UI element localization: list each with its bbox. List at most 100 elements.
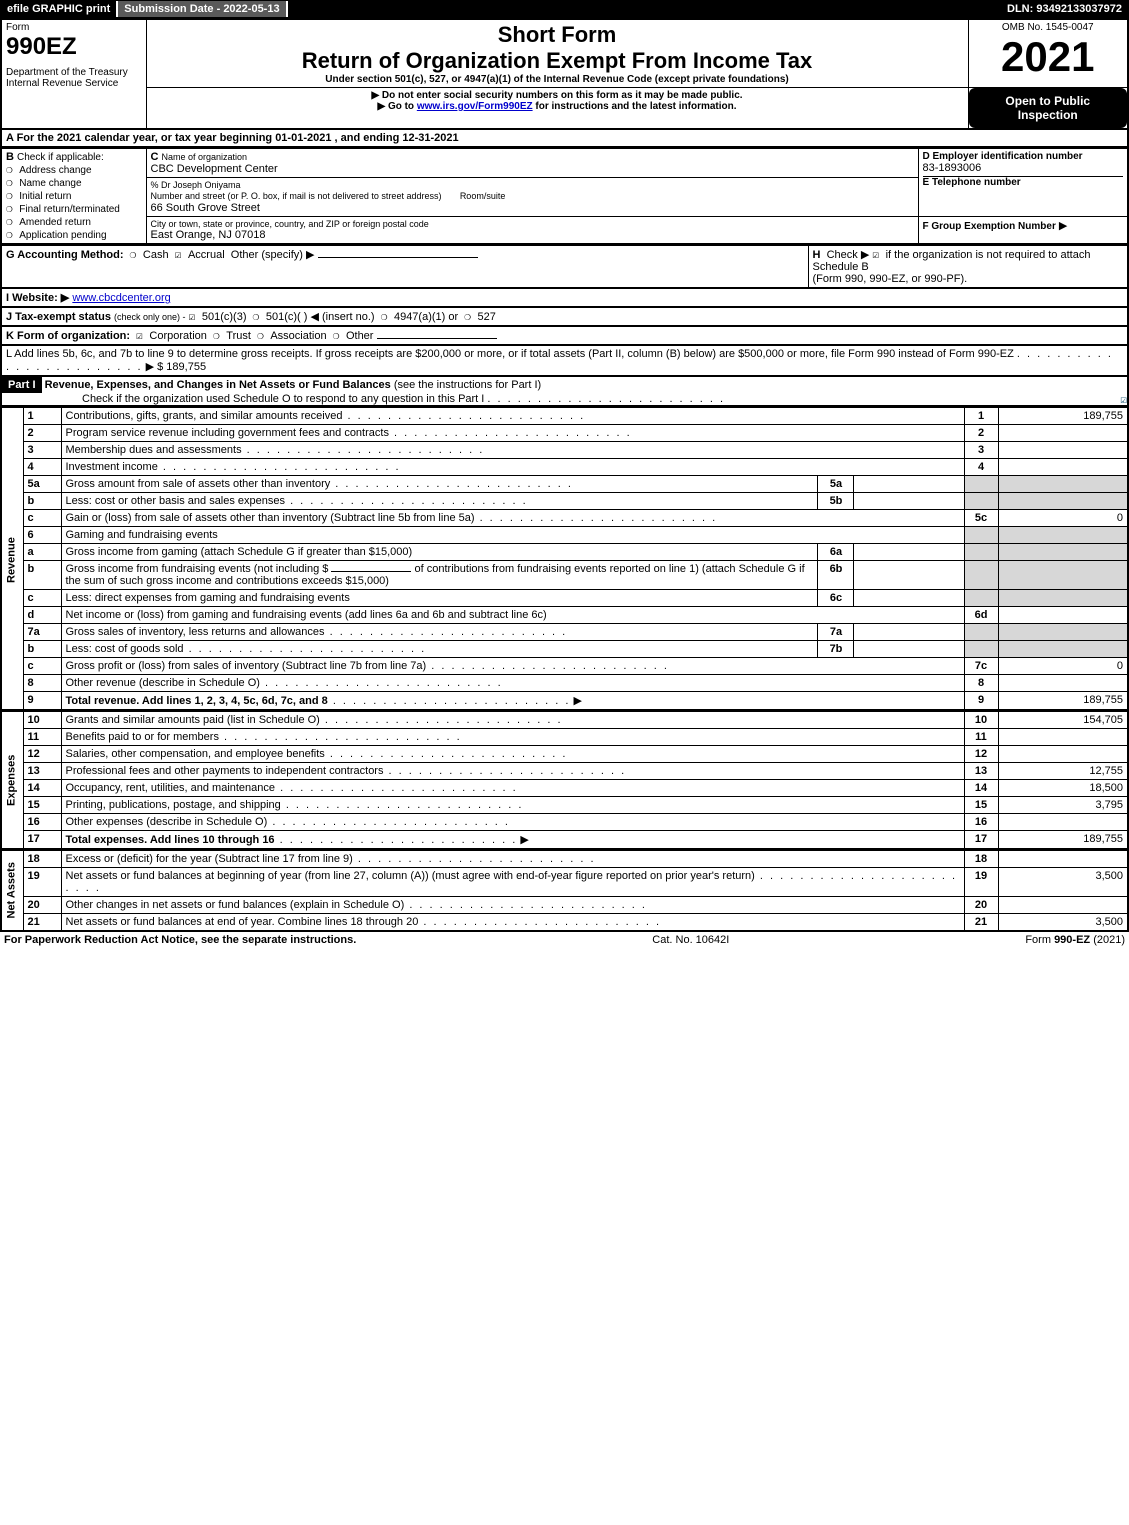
org-name: CBC Development Center (151, 163, 278, 175)
ln8-desc: Other revenue (describe in Schedule O) (66, 677, 260, 689)
ln4-val (998, 459, 1128, 476)
ln14-desc: Occupancy, rent, utilities, and maintena… (66, 782, 276, 794)
ln16-val (998, 814, 1128, 831)
ln7c-desc: Gross profit or (loss) from sales of inv… (66, 660, 427, 672)
opt-501c: 501(c)( ) (266, 311, 308, 323)
j-sub: (check only one) - (114, 312, 186, 322)
lines-table: Revenue 1 Contributions, gifts, grants, … (0, 407, 1129, 932)
chk-501c3[interactable]: ☑ (189, 310, 202, 323)
ln6c-num: c (23, 590, 61, 607)
ln6b-amount-input[interactable] (331, 571, 411, 572)
omb: OMB No. 1545-0047 (973, 22, 1124, 33)
chk-address[interactable]: ❍ (6, 163, 19, 176)
chk-527[interactable]: ❍ (464, 310, 477, 323)
ln7c-num: c (23, 658, 61, 675)
ln10-num: 10 (23, 711, 61, 729)
chk-amended[interactable]: ❍ (6, 215, 19, 228)
ln9-desc: Total revenue. Add lines 1, 2, 3, 4, 5c,… (66, 695, 328, 707)
section-d-label: D Employer identification number (923, 151, 1124, 162)
identity-block: B Check if applicable: ❍ Address change … (0, 148, 1129, 245)
footer-left: For Paperwork Reduction Act Notice, see … (4, 934, 356, 946)
chk-schedule-o[interactable]: ☑ (1120, 393, 1127, 406)
open-public: Open to Public Inspection (969, 88, 1128, 128)
ln20-num: 20 (23, 897, 61, 914)
ln8-num: 8 (23, 675, 61, 692)
ln7b-innerval (854, 641, 964, 658)
opt-address: Address change (19, 165, 91, 176)
ln5a-innerval (854, 476, 964, 493)
ln11-box: 11 (964, 729, 998, 746)
chk-accrual[interactable]: ☑ (175, 248, 188, 261)
ln7b-desc: Less: cost of goods sold (66, 643, 184, 655)
ln21-desc: Net assets or fund balances at end of ye… (66, 916, 419, 928)
ln5c-desc: Gain or (loss) from sale of assets other… (66, 512, 475, 524)
opt-accrual: Accrual (188, 249, 225, 261)
topbar: efile GRAPHIC print Submission Date - 20… (0, 0, 1129, 18)
ln6a-desc: Gross income from gaming (attach Schedul… (66, 546, 413, 558)
ln21-box: 21 (964, 914, 998, 932)
chk-name[interactable]: ❍ (6, 176, 19, 189)
title: Return of Organization Exempt From Incom… (151, 48, 964, 74)
other-specify-input[interactable] (318, 257, 478, 258)
ln19-desc: Net assets or fund balances at beginning… (66, 870, 755, 882)
efile-print-btn[interactable]: efile GRAPHIC print (1, 1, 118, 17)
opt-trust: Trust (226, 330, 251, 342)
arrow-icon: ▶ (574, 695, 582, 707)
part1-label: Part I (2, 377, 42, 393)
ln1-box: 1 (964, 408, 998, 425)
section-a: A For the 2021 calendar year, or tax yea… (0, 130, 1129, 148)
section-e-label: E Telephone number (923, 176, 1124, 188)
opt-other: Other (specify) ▶ (231, 249, 315, 261)
link-pre: ▶ Go to (377, 101, 416, 112)
chk-assoc[interactable]: ❍ (257, 329, 270, 342)
opt-pending: Application pending (19, 230, 106, 241)
h-check-arrow: Check ▶ (827, 249, 870, 261)
chk-trust[interactable]: ❍ (213, 329, 226, 342)
section-b-label: B (6, 151, 14, 163)
k-label: K Form of organization: (6, 330, 130, 342)
opt-cash: Cash (143, 249, 169, 261)
grey-cell (964, 476, 998, 493)
other-org-input[interactable] (377, 338, 497, 339)
ln13-box: 13 (964, 763, 998, 780)
ln17-num: 17 (23, 831, 61, 850)
chk-4947[interactable]: ❍ (381, 310, 394, 323)
ln5b-innerval (854, 493, 964, 510)
ln13-desc: Professional fees and other payments to … (66, 765, 384, 777)
chk-final[interactable]: ❍ (6, 202, 19, 215)
instructions-link[interactable]: www.irs.gov/Form990EZ (417, 101, 533, 112)
chk-cash[interactable]: ❍ (130, 248, 143, 261)
ln6c-innerbox: 6c (818, 590, 854, 607)
chk-h[interactable]: ☑ (872, 248, 885, 261)
ein: 83-1893006 (923, 162, 1124, 174)
ln18-desc: Excess or (deficit) for the year (Subtra… (66, 853, 353, 865)
ln6-num: 6 (23, 527, 61, 544)
footer-right-pre: Form (1025, 934, 1054, 946)
dept-treasury: Department of the Treasury (6, 67, 142, 78)
ln11-desc: Benefits paid to or for members (66, 731, 219, 743)
ln6a-num: a (23, 544, 61, 561)
ln5c-box: 5c (964, 510, 998, 527)
ln13-val: 12,755 (998, 763, 1128, 780)
chk-corp[interactable]: ☑ (136, 329, 149, 342)
ln10-box: 10 (964, 711, 998, 729)
ln14-num: 14 (23, 780, 61, 797)
ln12-val (998, 746, 1128, 763)
ln6b-num: b (23, 561, 61, 590)
ln17-val: 189,755 (998, 831, 1128, 850)
ln2-val (998, 425, 1128, 442)
ln15-desc: Printing, publications, postage, and shi… (66, 799, 281, 811)
chk-initial[interactable]: ❍ (6, 189, 19, 202)
ln4-desc: Investment income (66, 461, 158, 473)
chk-pending[interactable]: ❍ (6, 228, 19, 241)
arrow-icon: ▶ (520, 834, 528, 846)
street: 66 South Grove Street (151, 202, 260, 214)
ln3-val (998, 442, 1128, 459)
ln2-num: 2 (23, 425, 61, 442)
l-text: L Add lines 5b, 6c, and 7b to line 9 to … (6, 348, 1014, 360)
chk-501c[interactable]: ❍ (253, 310, 266, 323)
website-link[interactable]: www.cbcdcenter.org (72, 292, 170, 304)
chk-other-org[interactable]: ❍ (333, 329, 346, 342)
sidebar-netassets: Net Assets (1, 850, 23, 932)
care-of: % Dr Joseph Oniyama (151, 180, 914, 190)
